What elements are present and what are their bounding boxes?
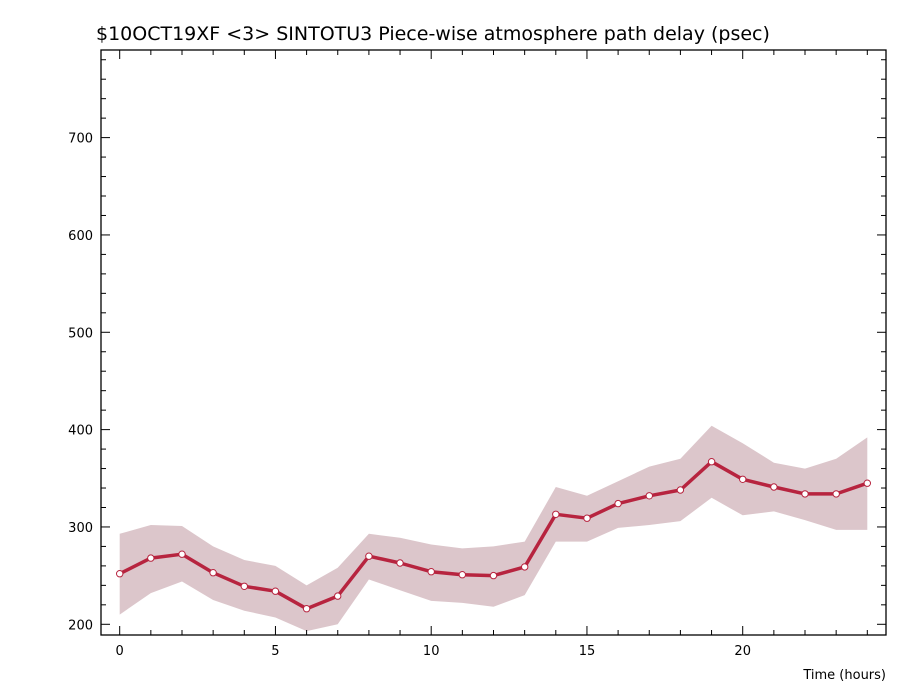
x-tick-label: 5 bbox=[271, 644, 279, 659]
data-point bbox=[863, 479, 871, 487]
data-point bbox=[739, 475, 747, 483]
x-tick-label: 0 bbox=[116, 644, 124, 659]
data-point bbox=[209, 569, 217, 577]
data-point bbox=[614, 499, 622, 508]
data-point bbox=[147, 554, 155, 562]
data-point bbox=[396, 559, 404, 567]
data-point bbox=[521, 563, 529, 571]
data-point bbox=[583, 514, 591, 522]
data-point bbox=[458, 571, 466, 579]
data-point bbox=[676, 486, 685, 494]
data-point bbox=[801, 490, 809, 498]
chart-title: $10OCT19XF <3> SINTOTU3 Piece-wise atmos… bbox=[96, 23, 770, 45]
data-points-layer bbox=[116, 458, 871, 613]
x-tick-label: 10 bbox=[423, 644, 440, 659]
data-point bbox=[770, 483, 778, 491]
data-point bbox=[178, 550, 186, 558]
x-tick-label: 20 bbox=[734, 644, 751, 659]
data-point bbox=[302, 605, 311, 613]
data-point bbox=[552, 510, 560, 518]
data-point bbox=[116, 570, 124, 578]
data-point bbox=[832, 490, 840, 498]
data-point bbox=[365, 552, 373, 560]
y-tick-label: 700 bbox=[68, 132, 93, 147]
data-point bbox=[489, 571, 498, 580]
error-band bbox=[119, 425, 868, 632]
y-tick-label: 200 bbox=[68, 618, 93, 633]
y-tick-label: 500 bbox=[68, 326, 93, 341]
axis-ticks bbox=[101, 50, 886, 635]
data-point bbox=[645, 492, 653, 500]
error-band-layer bbox=[119, 425, 868, 632]
y-tick-label: 300 bbox=[68, 521, 93, 536]
x-axis-label: Time (hours) bbox=[802, 668, 886, 683]
data-point bbox=[271, 587, 280, 595]
data-point bbox=[707, 458, 716, 466]
y-tick-label: 400 bbox=[68, 424, 93, 439]
y-tick-label: 600 bbox=[68, 229, 93, 244]
data-point bbox=[427, 568, 435, 576]
data-point bbox=[334, 592, 342, 600]
tick-labels: 0 5 10 15 20 200 300 400 500 600 700 bbox=[68, 132, 751, 659]
x-tick-label: 15 bbox=[579, 644, 596, 659]
data-point bbox=[240, 582, 249, 590]
